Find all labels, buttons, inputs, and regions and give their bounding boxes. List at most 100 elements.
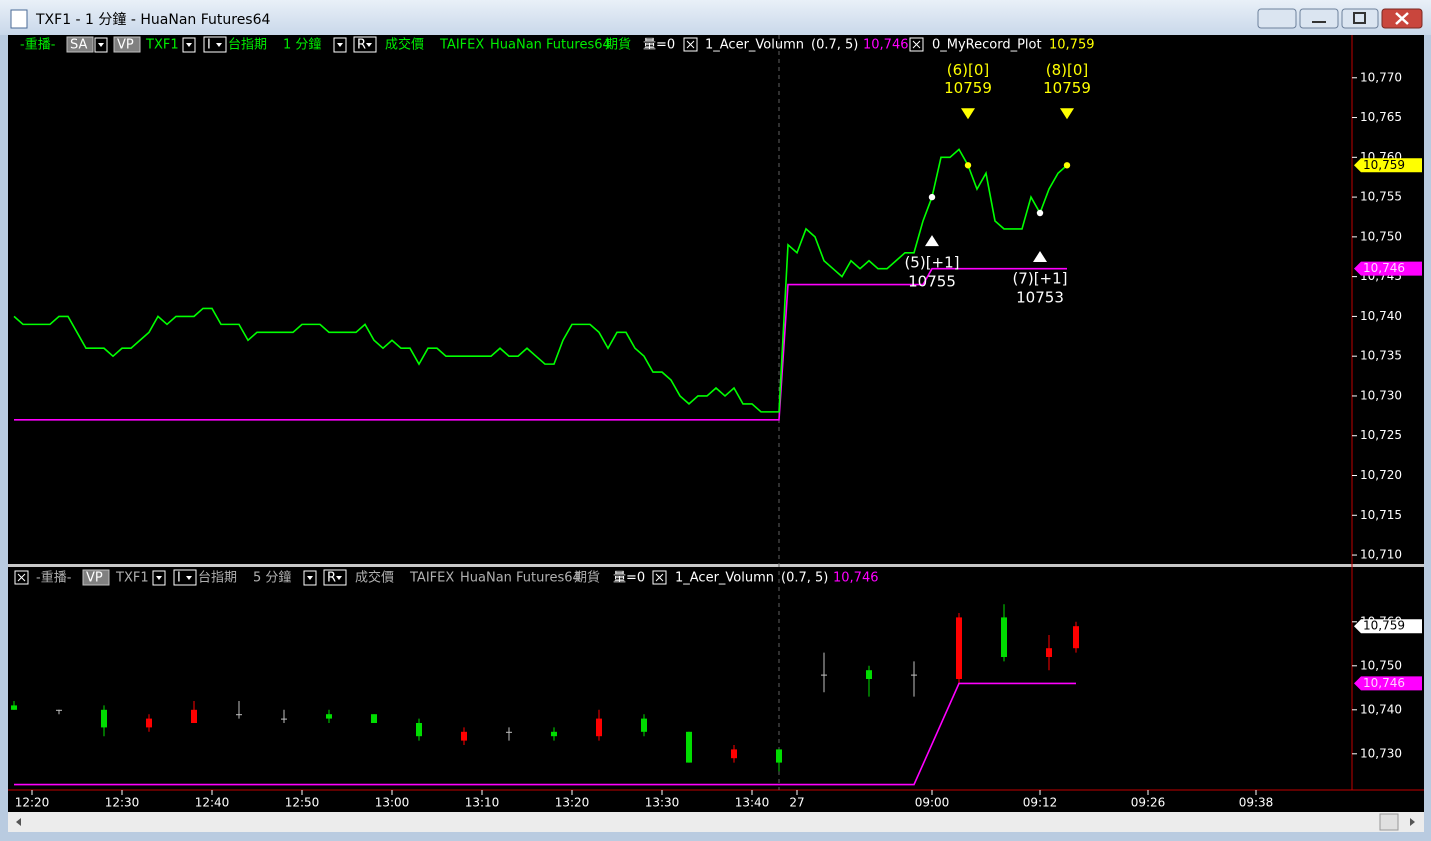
header-item: R xyxy=(327,571,336,586)
header-badge[interactable] xyxy=(113,36,141,53)
candle-body xyxy=(371,714,377,723)
x-tick-label: 13:30 xyxy=(645,796,680,810)
y-tick-label: 10,755 xyxy=(1360,190,1402,204)
candle-body xyxy=(101,709,107,728)
header-item: VP xyxy=(86,571,103,586)
checkbox[interactable] xyxy=(14,570,29,585)
x-tick-label: 13:00 xyxy=(375,796,410,810)
trade-dot xyxy=(964,162,972,169)
y-tick-label: 10,735 xyxy=(1360,349,1402,363)
header-item: 1 分鐘 xyxy=(283,37,321,53)
trade-dot xyxy=(1036,209,1044,217)
header-item: (0.7, 5) xyxy=(781,571,828,586)
header-item: -重播- xyxy=(36,570,72,586)
y-tick-label: 10,725 xyxy=(1360,428,1402,442)
header-badge[interactable] xyxy=(82,569,110,586)
y-tick-label: 10,765 xyxy=(1360,110,1402,124)
x-tick-label: 09:00 xyxy=(915,796,950,810)
header-item: HuaNan Futures64 xyxy=(490,38,611,53)
header-item: 成交價 xyxy=(355,570,394,586)
selector-arrow xyxy=(366,43,372,47)
y-tick-label: 10,740 xyxy=(1360,702,1402,716)
candle-body xyxy=(1001,617,1007,657)
price-line xyxy=(13,148,1068,413)
dropdown-arrow xyxy=(156,576,162,580)
price-tag xyxy=(1354,676,1422,691)
panel-separator xyxy=(8,564,1424,567)
price-line xyxy=(14,267,1067,421)
dropdown[interactable] xyxy=(333,37,347,53)
trade-price: 10755 xyxy=(908,273,956,291)
header-item: 10,746 xyxy=(863,38,909,53)
x-tick-label: 13:20 xyxy=(555,796,590,810)
header-item: TXF1 xyxy=(115,571,149,586)
checkbox[interactable] xyxy=(909,37,924,52)
header-item: 1_Acer_Volumn xyxy=(675,571,774,586)
header-item: 量=0 xyxy=(613,571,645,586)
scrollbar[interactable] xyxy=(8,812,1424,832)
trade-label: (6)[0] xyxy=(947,61,990,79)
header-selector[interactable] xyxy=(173,569,197,586)
close-icon xyxy=(1395,12,1409,25)
trade-dot xyxy=(1063,162,1071,169)
candle-body xyxy=(1046,648,1052,657)
x-tick-label: 13:10 xyxy=(465,796,500,810)
candle-body xyxy=(821,674,827,676)
dropdown[interactable] xyxy=(182,37,196,53)
header-item: I xyxy=(207,38,211,53)
dropdown-arrow xyxy=(337,43,343,47)
checkbox[interactable] xyxy=(652,570,667,585)
trade-dot xyxy=(928,193,936,201)
header-item: 5 分鐘 xyxy=(253,570,291,586)
header-item: 成交價 xyxy=(385,37,424,53)
sell-marker xyxy=(961,108,975,120)
header-item: TAIFEX xyxy=(439,38,484,53)
x-tick-label: 13:40 xyxy=(735,796,770,810)
dropdown[interactable] xyxy=(152,570,166,586)
y-tick-label: 10,750 xyxy=(1360,658,1402,672)
selector-arrow xyxy=(186,576,192,580)
app-icon xyxy=(10,9,28,29)
minimize-button[interactable] xyxy=(1299,8,1339,29)
x-tick-label: 12:40 xyxy=(195,796,230,810)
header-selector[interactable] xyxy=(353,36,377,53)
header-selector[interactable] xyxy=(323,569,347,586)
header-item: (0.7, 5) xyxy=(811,38,858,53)
trade-price: 10759 xyxy=(1043,79,1091,97)
scroll-right[interactable] xyxy=(1410,818,1415,826)
scroll-thumb[interactable] xyxy=(1379,813,1399,831)
candle-body xyxy=(776,749,782,763)
y-tick-label: 10,750 xyxy=(1360,229,1402,243)
header-item: 量=0 xyxy=(643,38,675,53)
header-item: I xyxy=(177,571,181,586)
dropdown-arrow xyxy=(98,43,104,47)
trade-price: 10759 xyxy=(944,79,992,97)
price-line xyxy=(14,682,1076,786)
candle-body xyxy=(281,718,287,720)
header-item: 台指期 xyxy=(198,571,237,586)
buy-marker xyxy=(925,235,939,247)
checkbox-mark xyxy=(686,40,695,49)
candle-body xyxy=(236,714,242,716)
header-selector[interactable] xyxy=(203,36,227,53)
candle-body xyxy=(731,749,737,759)
restore-button[interactable] xyxy=(1257,8,1297,29)
checkbox[interactable] xyxy=(683,37,698,52)
scroll-left[interactable] xyxy=(16,818,21,826)
price-tag xyxy=(1354,261,1422,276)
candle-body xyxy=(911,674,917,676)
selector-arrow xyxy=(216,43,222,47)
checkbox-mark xyxy=(912,40,921,49)
dropdown[interactable] xyxy=(303,570,317,586)
price-tag-label: 10,759 xyxy=(1363,158,1405,172)
header-item: TAIFEX xyxy=(409,571,454,586)
dropdown[interactable] xyxy=(94,37,108,53)
candle-body xyxy=(146,718,152,728)
maximize-button[interactable] xyxy=(1341,8,1379,29)
checkbox-mark xyxy=(655,573,664,582)
candle-body xyxy=(956,617,962,679)
candle-body xyxy=(191,709,197,723)
header-badge[interactable] xyxy=(66,36,94,53)
header-item: 期貨 xyxy=(574,570,600,586)
